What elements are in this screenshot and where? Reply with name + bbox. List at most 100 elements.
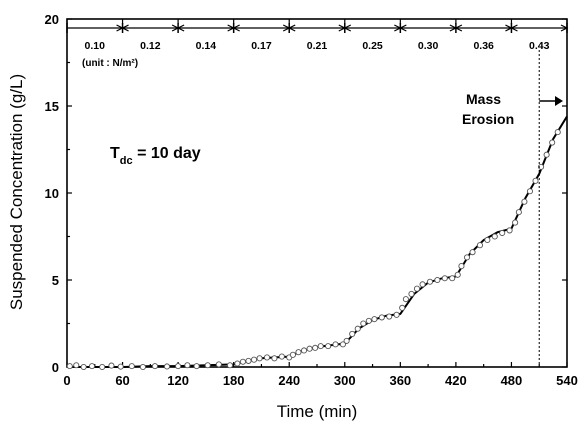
- x-tick-label: 60: [115, 373, 129, 388]
- band-label: 0.12: [140, 40, 161, 52]
- data-point: [469, 249, 476, 256]
- annotations: Tdc = 10 day Mass Erosion: [110, 50, 563, 367]
- data-point: [349, 330, 356, 337]
- data-point: [117, 363, 124, 370]
- data-point: [239, 358, 246, 365]
- mass-erosion-label-line2: Erosion: [462, 111, 514, 127]
- data-point: [419, 281, 426, 288]
- data-point: [549, 139, 556, 146]
- band-unit-label: (unit : N/m²): [82, 58, 138, 69]
- data-point: [317, 343, 324, 350]
- x-tick-label: 120: [167, 373, 189, 388]
- tdc-symbol: T: [110, 145, 120, 162]
- observed-points: [66, 129, 561, 371]
- data-point: [543, 151, 550, 158]
- data-point: [506, 227, 513, 234]
- band-arrow-left: [121, 24, 129, 32]
- y-tick-label: 5: [52, 273, 59, 288]
- data-point: [449, 275, 456, 282]
- data-point: [526, 188, 534, 195]
- band-label: 0.21: [307, 40, 328, 52]
- band-label: 0.17: [251, 40, 272, 52]
- data-point: [325, 343, 332, 350]
- data-point: [256, 355, 263, 362]
- x-tick-label: 480: [501, 373, 523, 388]
- data-point: [426, 278, 434, 285]
- ticks: 0 60 120 180 240 300 360 420 480 540 0 5 10 15 20: [45, 12, 578, 388]
- data-point: [66, 363, 73, 370]
- x-tick-label: 240: [278, 373, 300, 388]
- data-point: [300, 347, 308, 354]
- data-point: [99, 363, 106, 371]
- shear-stress-bands: 0.10 0.12 0.14 0.17 0.21 0.25 0.30 0.36 0.43 (uni…: [66, 23, 569, 69]
- data-point: [538, 163, 545, 170]
- band-label: 0.14: [196, 40, 217, 52]
- band-label: 0.25: [362, 40, 383, 52]
- y-tick-label: 15: [45, 99, 59, 114]
- data-point: [360, 320, 367, 327]
- data-point: [343, 337, 350, 344]
- band-arrow-left: [287, 24, 296, 32]
- data-point: [476, 242, 484, 249]
- data-point: [408, 290, 415, 297]
- data-point: [441, 275, 448, 282]
- y-tick-label: 20: [45, 12, 59, 27]
- band-label: 0.10: [85, 40, 106, 52]
- data-point: [193, 363, 200, 370]
- y-axis-title: Suspended Concentration (g/L): [7, 74, 26, 310]
- band-arrow-left: [176, 24, 185, 32]
- x-tick-label: 360: [389, 373, 411, 388]
- data-point: [515, 209, 522, 216]
- data-point: [250, 356, 258, 363]
- band-arrow-left: [398, 24, 407, 32]
- data-point: [413, 285, 421, 292]
- data-point: [139, 363, 146, 371]
- data-point: [151, 363, 159, 370]
- data-point: [245, 357, 252, 364]
- data-point: [532, 177, 539, 184]
- tdc-subscript: dc: [120, 155, 133, 167]
- data-point: [306, 345, 313, 352]
- data-point: [434, 276, 441, 284]
- plot-frame: [66, 18, 568, 368]
- data-point: [339, 341, 346, 348]
- band-label: 0.30: [418, 40, 439, 52]
- x-axis-title: Time (min): [277, 402, 358, 421]
- data-point: [271, 355, 278, 362]
- data-point: [263, 354, 271, 361]
- data-point: [175, 363, 182, 370]
- data-point: [371, 316, 378, 323]
- data-point: [204, 362, 211, 369]
- data-point: [521, 198, 528, 205]
- data-point: [491, 233, 498, 240]
- x-tick-label: 300: [334, 373, 356, 388]
- data-point: [499, 229, 506, 237]
- data-point: [234, 360, 241, 367]
- x-tick-label: 0: [63, 373, 70, 388]
- mass-erosion-arrowhead: [555, 96, 563, 106]
- mass-erosion-label-line1: Mass: [466, 91, 501, 107]
- band-arrow-left: [232, 24, 240, 32]
- x-tick-label: 420: [445, 373, 467, 388]
- axes: [66, 18, 568, 368]
- tdc-label: Tdc = 10 day: [110, 145, 201, 167]
- data-point: [312, 344, 319, 351]
- x-tick-label: 540: [556, 373, 578, 388]
- data-point: [184, 362, 191, 369]
- data-point: [402, 296, 409, 303]
- band-arrow-left: [454, 24, 463, 32]
- band-label: 0.43: [529, 40, 550, 52]
- data-point: [73, 362, 80, 369]
- y-tick-label: 10: [45, 186, 59, 201]
- data-point: [554, 129, 561, 136]
- x-tick-label: 180: [223, 373, 245, 388]
- data-point: [386, 313, 393, 320]
- data-point: [289, 351, 296, 358]
- data-point: [226, 362, 234, 369]
- data-point: [354, 325, 361, 332]
- data-point: [215, 361, 222, 368]
- data-point: [463, 254, 471, 261]
- data-point: [458, 263, 465, 270]
